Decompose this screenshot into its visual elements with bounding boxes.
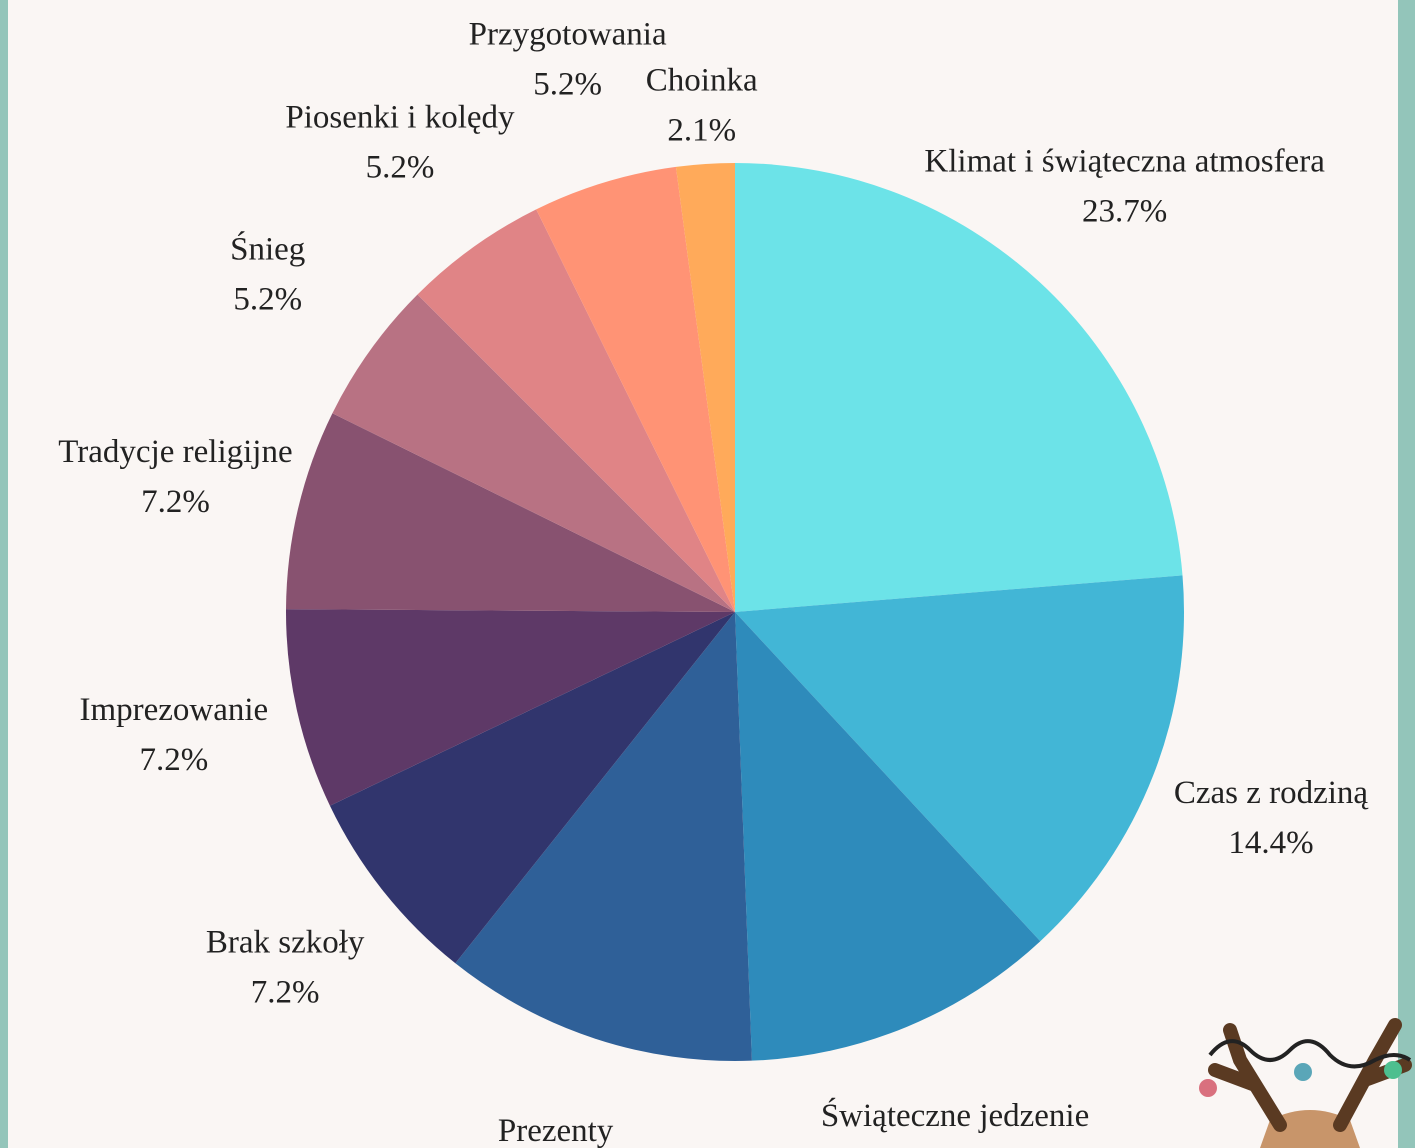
slice-value-label: 7.2%: [141, 484, 210, 520]
light-bulb: [1384, 1061, 1402, 1079]
left-border: [0, 0, 8, 1148]
pie-slice: [536, 166, 735, 612]
pie-slice: [735, 163, 1183, 612]
slice-label: Czas z rodziną: [1174, 775, 1369, 811]
slice-value-label: 2.1%: [667, 113, 736, 149]
slice-label: Przygotowania: [469, 16, 667, 52]
pie-slice: [735, 575, 1185, 942]
slice-label: Świąteczne jedzenie: [821, 1096, 1089, 1134]
pie-slice: [332, 294, 735, 612]
slice-value-label: 7.2%: [139, 742, 208, 778]
slice-value-label: 23.7%: [1082, 194, 1167, 230]
slice-label: Imprezowanie: [79, 692, 268, 728]
slice-label: Piosenki i kolędy: [285, 99, 515, 135]
pie-slice: [286, 609, 735, 806]
lights-wire: [1208, 1039, 1412, 1069]
slice-value-label: 14.4%: [1228, 825, 1313, 861]
slice-label: Tradycje religijne: [58, 434, 292, 470]
pie-slice: [329, 612, 735, 964]
light-bulb: [1294, 1063, 1312, 1081]
slice-value-label: 7.2%: [251, 975, 320, 1011]
antlers: [1208, 1018, 1412, 1132]
pie-slice: [417, 209, 735, 612]
pie-slice: [286, 413, 735, 612]
pie-slice: [455, 612, 752, 1061]
slice-label: Choinka: [646, 63, 758, 99]
slice-value-label: 5.2%: [366, 149, 435, 185]
slice-label: Śnieg: [230, 230, 305, 268]
pie: [286, 163, 1185, 1061]
slice-label: Klimat i świąteczna atmosfera: [924, 144, 1325, 180]
reindeer-head: [1260, 1110, 1360, 1148]
pie-slice: [735, 612, 1041, 1061]
slice-value-label: 5.2%: [533, 66, 602, 102]
slice-value-label: 5.2%: [233, 282, 302, 318]
light-bulb: [1199, 1079, 1217, 1097]
right-border: [1398, 0, 1415, 1148]
slice-label: Prezenty: [498, 1113, 614, 1148]
slice-label: Brak szkoły: [206, 925, 365, 961]
pie-slice: [675, 163, 735, 612]
reindeer-decoration: [1199, 1018, 1412, 1148]
